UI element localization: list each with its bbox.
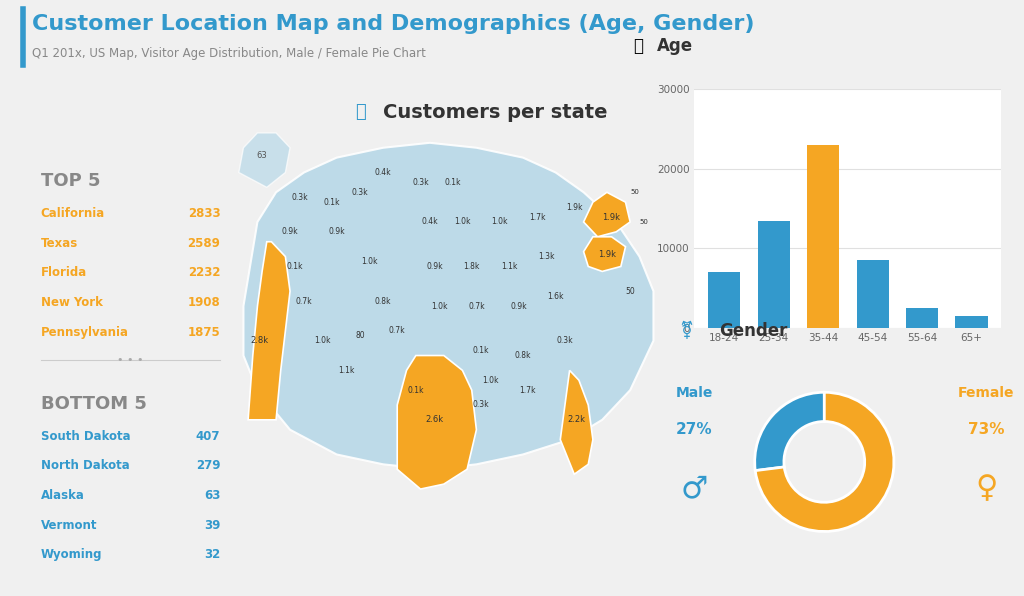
Text: ⚧: ⚧ xyxy=(679,322,693,340)
Text: 2833: 2833 xyxy=(187,207,220,220)
Text: 50: 50 xyxy=(631,190,639,195)
Text: 1.0k: 1.0k xyxy=(482,375,499,385)
Polygon shape xyxy=(560,370,593,474)
Text: Texas: Texas xyxy=(41,237,78,250)
Text: 1.9k: 1.9k xyxy=(566,203,583,212)
Text: 1908: 1908 xyxy=(187,296,220,309)
Text: 0.4k: 0.4k xyxy=(375,168,391,177)
Text: North Dakota: North Dakota xyxy=(41,460,129,473)
Text: 50: 50 xyxy=(640,219,648,225)
Bar xyxy=(758,221,790,328)
Text: 0.3k: 0.3k xyxy=(351,188,369,197)
Text: 0.3k: 0.3k xyxy=(473,401,489,409)
Text: California: California xyxy=(41,207,104,220)
Text: ♀: ♀ xyxy=(975,474,997,503)
Text: 1.0k: 1.0k xyxy=(431,302,447,311)
Text: 1.1k: 1.1k xyxy=(501,262,517,271)
Text: 1.9k: 1.9k xyxy=(598,250,615,259)
Text: 1.7k: 1.7k xyxy=(528,213,545,222)
Text: 39: 39 xyxy=(204,519,220,532)
Text: 1875: 1875 xyxy=(187,326,220,339)
Text: 0.1k: 0.1k xyxy=(444,178,462,187)
Wedge shape xyxy=(755,392,824,471)
Polygon shape xyxy=(248,242,290,420)
Text: 0.1k: 0.1k xyxy=(324,198,340,207)
Text: 0.9k: 0.9k xyxy=(329,227,345,237)
Text: 1.0k: 1.0k xyxy=(492,218,508,226)
Text: Wyoming: Wyoming xyxy=(41,548,102,561)
Bar xyxy=(955,316,987,328)
Polygon shape xyxy=(244,143,653,469)
Text: South Dakota: South Dakota xyxy=(41,430,130,443)
Text: New York: New York xyxy=(41,296,102,309)
Text: Alaska: Alaska xyxy=(41,489,85,502)
Text: Pennsylvania: Pennsylvania xyxy=(41,326,129,339)
Text: 0.4k: 0.4k xyxy=(422,218,438,226)
Text: 0.1k: 0.1k xyxy=(408,386,424,395)
Text: 0.9k: 0.9k xyxy=(426,262,442,271)
Text: 0.3k: 0.3k xyxy=(413,178,429,187)
Bar xyxy=(709,272,740,328)
Text: 0.8k: 0.8k xyxy=(375,297,391,306)
Polygon shape xyxy=(239,133,290,187)
Text: 50: 50 xyxy=(626,287,635,296)
Text: 2.2k: 2.2k xyxy=(567,415,586,424)
Text: 0.7k: 0.7k xyxy=(296,297,312,306)
Text: 1.6k: 1.6k xyxy=(548,291,564,300)
Text: 1.8k: 1.8k xyxy=(464,262,480,271)
Text: 1.0k: 1.0k xyxy=(361,257,378,266)
Wedge shape xyxy=(756,392,894,532)
Text: 0.7k: 0.7k xyxy=(468,302,484,311)
Text: 0.7k: 0.7k xyxy=(389,326,406,336)
Text: 0.9k: 0.9k xyxy=(282,227,298,237)
Text: 0.3k: 0.3k xyxy=(291,193,307,201)
Text: 📍: 📍 xyxy=(355,103,366,121)
Text: 2232: 2232 xyxy=(188,266,220,280)
Text: 0.3k: 0.3k xyxy=(557,336,573,345)
Text: Customers per state: Customers per state xyxy=(383,103,607,122)
Text: 63: 63 xyxy=(204,489,220,502)
Text: Age: Age xyxy=(657,37,693,55)
Polygon shape xyxy=(584,237,626,271)
Text: 1.0k: 1.0k xyxy=(455,218,471,226)
Text: Customer Location Map and Demographics (Age, Gender): Customer Location Map and Demographics (… xyxy=(33,14,755,35)
Text: BOTTOM 5: BOTTOM 5 xyxy=(41,395,146,413)
Text: ♂: ♂ xyxy=(681,474,708,503)
Text: 0.1k: 0.1k xyxy=(287,262,303,271)
Text: 2.8k: 2.8k xyxy=(251,336,269,345)
Text: 63: 63 xyxy=(257,151,267,160)
Polygon shape xyxy=(584,193,630,237)
Text: 1.9k: 1.9k xyxy=(602,213,621,222)
Text: Gender: Gender xyxy=(719,322,787,340)
Text: 0.1k: 0.1k xyxy=(473,346,489,355)
Text: 2589: 2589 xyxy=(187,237,220,250)
Bar xyxy=(856,260,889,328)
Text: 1.3k: 1.3k xyxy=(538,252,555,261)
Text: 80: 80 xyxy=(355,331,365,340)
Text: Male: Male xyxy=(676,386,713,401)
Text: Florida: Florida xyxy=(41,266,87,280)
Text: 407: 407 xyxy=(196,430,220,443)
Text: 0.9k: 0.9k xyxy=(510,302,526,311)
Text: TOP 5: TOP 5 xyxy=(41,172,100,191)
Text: 1.1k: 1.1k xyxy=(338,366,354,375)
Text: Q1 201x, US Map, Visitor Age Distribution, Male / Female Pie Chart: Q1 201x, US Map, Visitor Age Distributio… xyxy=(33,46,426,60)
Text: 27%: 27% xyxy=(676,421,713,437)
Text: 1.0k: 1.0k xyxy=(314,336,331,345)
Bar xyxy=(906,308,938,328)
Bar xyxy=(807,145,840,328)
Text: Vermont: Vermont xyxy=(41,519,97,532)
Polygon shape xyxy=(397,355,476,489)
Text: • • •: • • • xyxy=(118,355,143,365)
Text: 73%: 73% xyxy=(968,421,1005,437)
Text: 🎂: 🎂 xyxy=(633,37,643,55)
Text: Female: Female xyxy=(957,386,1015,401)
Text: 279: 279 xyxy=(196,460,220,473)
Text: 32: 32 xyxy=(204,548,220,561)
Text: 2.6k: 2.6k xyxy=(425,415,443,424)
Text: 0.8k: 0.8k xyxy=(515,351,531,360)
Text: 1.7k: 1.7k xyxy=(519,386,536,395)
